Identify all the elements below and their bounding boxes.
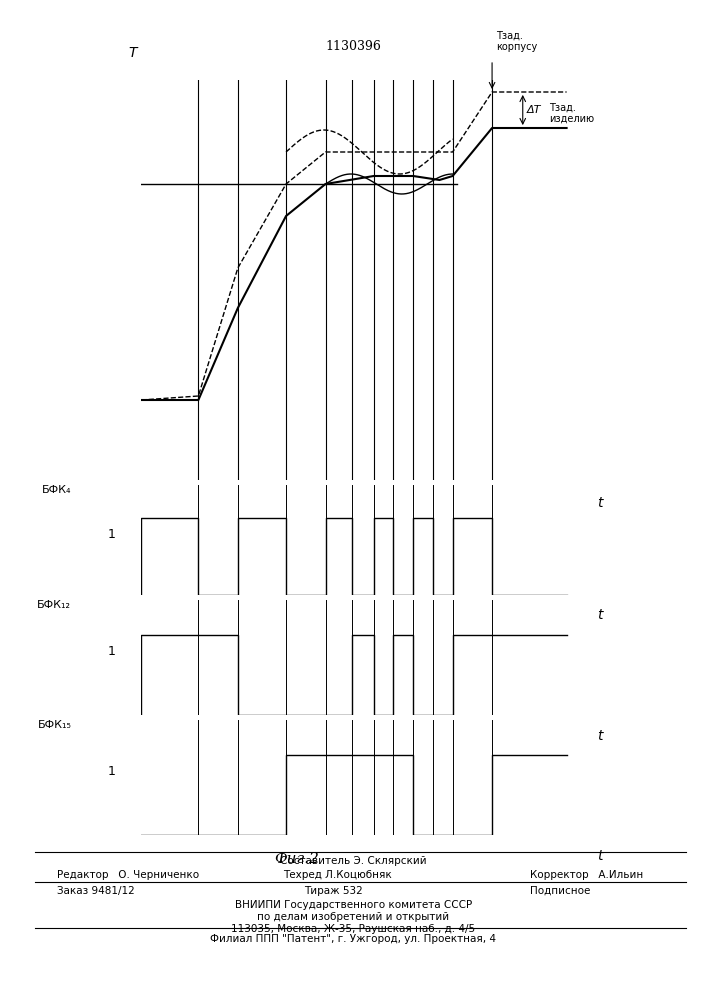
Text: Тираж 532: Тираж 532 (304, 886, 363, 896)
Text: 1: 1 (107, 765, 115, 778)
Text: t: t (597, 729, 603, 743)
Text: Tзад.
корпусу: Tзад. корпусу (496, 30, 538, 52)
Text: Редактор   О. Черниченко: Редактор О. Черниченко (57, 870, 199, 880)
Text: Корректор   А.Ильин: Корректор А.Ильин (530, 870, 643, 880)
Text: 1130396: 1130396 (325, 40, 382, 53)
Text: t: t (597, 608, 603, 622)
Text: 1: 1 (107, 528, 115, 541)
Text: ΔT: ΔT (527, 105, 542, 115)
Text: T: T (129, 46, 137, 60)
Text: Составитель Э. Склярский: Составитель Э. Склярский (280, 856, 427, 866)
Text: ВНИИПИ Государственного комитета СССР: ВНИИПИ Государственного комитета СССР (235, 900, 472, 910)
Text: 1: 1 (107, 645, 115, 658)
Text: Филиал ППП "Патент", г. Ужгород, ул. Проектная, 4: Филиал ППП "Патент", г. Ужгород, ул. Про… (211, 934, 496, 944)
Text: БФК₄: БФК₄ (42, 485, 71, 495)
Text: t: t (597, 496, 603, 510)
Text: Техред Л.Коцюбняк: Техред Л.Коцюбняк (283, 870, 392, 880)
Text: по делам изобретений и открытий: по делам изобретений и открытий (257, 912, 450, 922)
Text: Заказ 9481/12: Заказ 9481/12 (57, 886, 134, 896)
Text: Подписное: Подписное (530, 886, 590, 896)
Text: Tзад.
изделию: Tзад. изделию (549, 102, 594, 124)
Text: Фиг.2: Фиг.2 (274, 852, 320, 866)
Text: БФК₁₅: БФК₁₅ (37, 720, 71, 730)
Text: БФК₁₂: БФК₁₂ (37, 600, 71, 610)
Text: 113035, Москва, Ж-35, Раушская наб., д. 4/5: 113035, Москва, Ж-35, Раушская наб., д. … (231, 924, 476, 934)
Text: t: t (597, 849, 603, 863)
